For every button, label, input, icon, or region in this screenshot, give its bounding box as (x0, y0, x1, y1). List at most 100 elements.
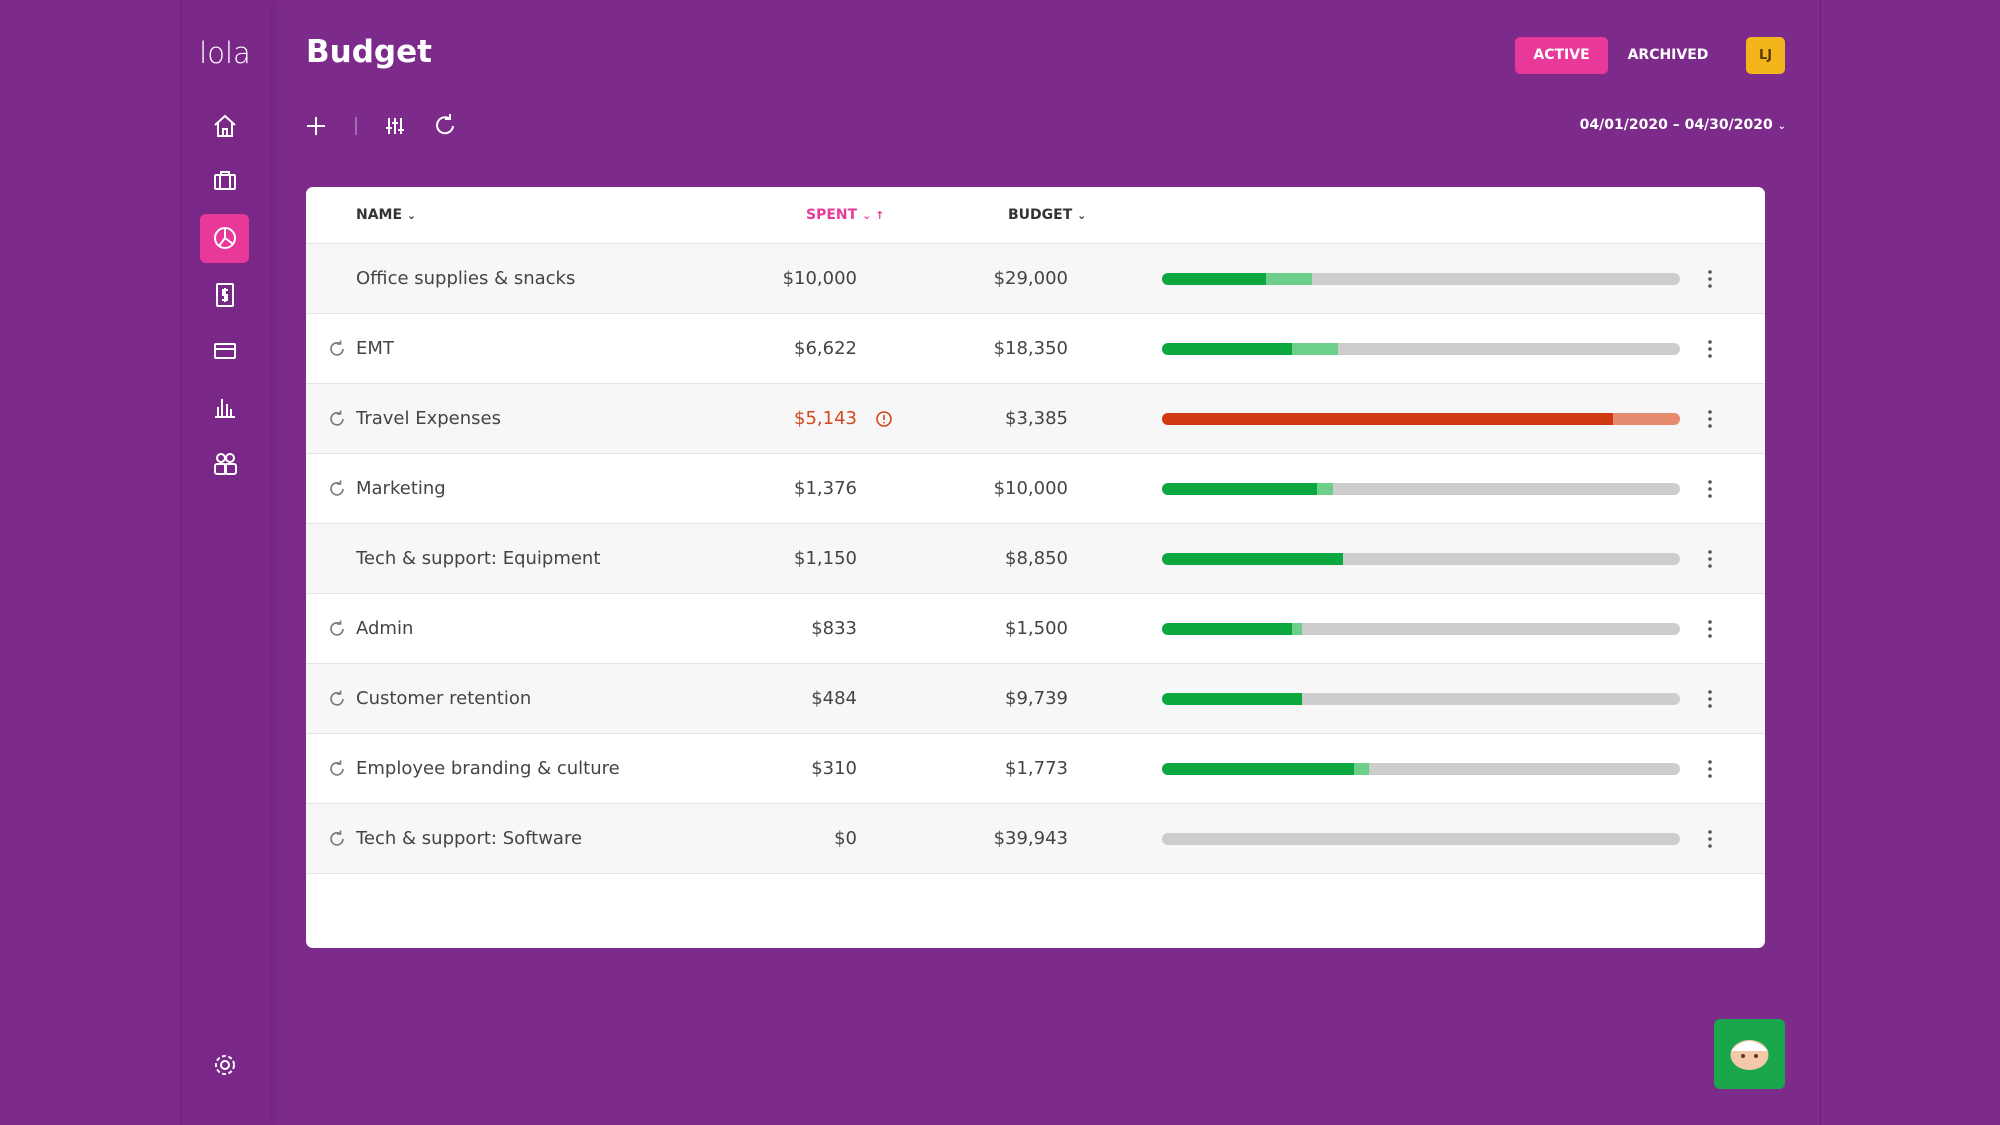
progress-spent (1162, 483, 1318, 495)
column-header[interactable]: NAME ⌄ (356, 207, 417, 223)
row-name: Customer retention (356, 688, 532, 709)
column-header[interactable]: SPENT ⌄ ↑ (806, 207, 885, 223)
row-spent: $1,376 (794, 478, 857, 499)
progress-track (1162, 553, 1680, 565)
progress-spent (1162, 343, 1292, 355)
refresh-button[interactable] (436, 114, 454, 135)
invoice-icon[interactable] (207, 277, 243, 313)
toolbar (307, 114, 454, 135)
progress-track (1162, 413, 1680, 425)
row-name: Tech & support: Equipment (356, 548, 601, 569)
filter-button[interactable] (386, 118, 404, 134)
row-menu[interactable] (1704, 407, 1716, 431)
column-label: SPENT (806, 207, 858, 223)
row-name: Travel Expenses (356, 408, 501, 429)
table-row[interactable]: Admin $833 $1,500 (306, 594, 1765, 664)
row-spent: $484 (811, 688, 857, 709)
home-icon[interactable] (207, 108, 243, 144)
row-menu[interactable] (1704, 617, 1716, 641)
row-menu[interactable] (1704, 687, 1716, 711)
row-menu[interactable] (1704, 337, 1716, 361)
reports-icon[interactable] (207, 389, 243, 425)
briefcase-icon[interactable] (207, 163, 243, 199)
table-row[interactable]: Customer retention $484 $9,739 (306, 664, 1765, 734)
row-budget: $8,850 (1005, 548, 1068, 569)
row-menu[interactable] (1704, 547, 1716, 571)
tab-archived[interactable]: ARCHIVED (1627, 47, 1709, 63)
row-name: Tech & support: Software (356, 828, 583, 849)
row-name: Employee branding & culture (356, 758, 620, 779)
row-spent: $0 (834, 828, 857, 849)
row-budget: $3,385 (1005, 408, 1068, 429)
column-label: BUDGET (1008, 207, 1073, 223)
progress-pending (1612, 413, 1680, 425)
progress-track (1162, 343, 1680, 355)
page-title: Budget (306, 34, 432, 70)
recurring-icon (327, 829, 347, 849)
row-name: Marketing (356, 478, 446, 499)
recurring-icon (327, 619, 347, 639)
row-name: Admin (356, 618, 414, 639)
sidebar (180, 0, 271, 1125)
progress-track (1162, 483, 1680, 495)
add-button[interactable] (307, 117, 325, 135)
row-spent: $6,622 (794, 338, 857, 359)
row-budget: $39,943 (993, 828, 1068, 849)
recurring-icon (327, 689, 347, 709)
table-row[interactable]: Employee branding & culture $310 $1,773 (306, 734, 1765, 804)
date-range-text: 04/01/2020 – 04/30/2020 (1579, 117, 1773, 133)
row-budget: $9,739 (1005, 688, 1068, 709)
progress-pending (1291, 343, 1339, 355)
recurring-icon (327, 479, 347, 499)
table-row[interactable]: Office supplies & snacks $10,000 $29,000 (306, 244, 1765, 314)
progress-spent (1162, 413, 1613, 425)
table-row[interactable]: Travel Expenses $5,143 $3,385 (306, 384, 1765, 454)
column-header[interactable]: BUDGET ⌄ (1008, 207, 1087, 223)
divider (1820, 0, 1821, 1125)
progress-spent (1162, 273, 1266, 285)
row-budget: $1,500 (1005, 618, 1068, 639)
progress-track (1162, 273, 1680, 285)
row-spent: $310 (811, 758, 857, 779)
header-rule (306, 243, 1765, 244)
progress-track (1162, 623, 1680, 635)
settings-icon[interactable] (207, 1047, 243, 1083)
progress-track (1162, 763, 1680, 775)
progress-pending (1291, 623, 1302, 635)
table-row[interactable]: Marketing $1,376 $10,000 (306, 454, 1765, 524)
brand-logo[interactable]: lola (199, 36, 251, 70)
card-icon[interactable] (207, 333, 243, 369)
table-row[interactable]: Tech & support: Software $0 $39,943 (306, 804, 1765, 874)
budget-table: NAME ⌄ SPENT ⌄ ↑ BUDGET ⌄ Office supplie… (306, 187, 1765, 948)
row-menu[interactable] (1704, 267, 1716, 291)
table-row[interactable]: EMT $6,622 $18,350 (306, 314, 1765, 384)
progress-spent (1162, 553, 1344, 565)
progress-pending (1353, 763, 1370, 775)
over-budget-alert (875, 410, 893, 428)
progress-pending (1265, 273, 1313, 285)
row-name: Office supplies & snacks (356, 268, 576, 289)
budget-icon[interactable] (207, 220, 243, 256)
table-row[interactable]: Tech & support: Equipment $1,150 $8,850 (306, 524, 1765, 594)
row-menu[interactable] (1704, 477, 1716, 501)
row-name: EMT (356, 338, 394, 359)
team-icon[interactable] (207, 446, 243, 482)
row-budget: $18,350 (993, 338, 1068, 359)
chat-button[interactable] (1714, 1019, 1785, 1089)
row-menu[interactable] (1704, 757, 1716, 781)
progress-spent (1162, 693, 1302, 705)
row-menu[interactable] (1704, 827, 1716, 851)
tab-active[interactable]: ACTIVE (1515, 37, 1608, 74)
progress-pending (1317, 483, 1333, 495)
progress-spent (1162, 763, 1354, 775)
recurring-icon (327, 339, 347, 359)
date-range[interactable]: 04/01/2020 – 04/30/2020 ⌄ (1579, 117, 1786, 133)
row-spent: $5,143 (794, 408, 857, 429)
avatar[interactable]: LJ (1746, 37, 1785, 74)
progress-track (1162, 693, 1680, 705)
row-spent: $833 (811, 618, 857, 639)
row-budget: $1,773 (1005, 758, 1068, 779)
progress-spent (1162, 623, 1292, 635)
row-budget: $10,000 (993, 478, 1068, 499)
